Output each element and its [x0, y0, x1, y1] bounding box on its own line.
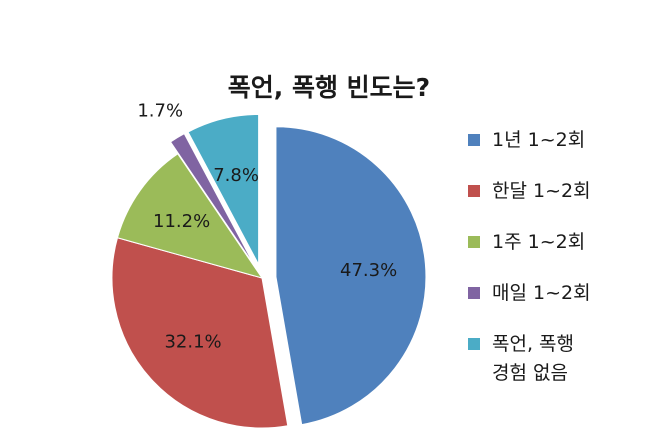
- pie-slice-5: [187, 113, 260, 265]
- legend-item-5: 폭언, 폭행 경험 없음: [468, 330, 591, 388]
- legend-label: 매일 1~2회: [492, 282, 591, 304]
- pie-data-label-4: 1.7%: [137, 100, 183, 121]
- legend-swatch: [468, 236, 480, 248]
- legend-swatch: [468, 134, 480, 146]
- pie-slice-1: [275, 126, 427, 426]
- legend-label: 1주 1~2회: [492, 231, 586, 253]
- pie-data-label-1: 47.3%: [340, 260, 397, 281]
- legend-label: 1년 1~2회: [492, 129, 586, 151]
- legend-label: 폭언, 폭행 경험 없음: [492, 333, 574, 384]
- pie-data-label-3: 11.2%: [153, 211, 210, 232]
- pie-slice-4: [169, 132, 256, 267]
- pie-data-label-2: 32.1%: [164, 331, 221, 352]
- legend-swatch: [468, 338, 480, 350]
- legend-item-3: 1주 1~2회: [468, 228, 591, 257]
- chart-title: 폭언, 폭행 빈도는?: [227, 73, 431, 102]
- legend-item-4: 매일 1~2회: [468, 279, 591, 308]
- pie-slice-3: [116, 153, 264, 279]
- legend-swatch: [468, 185, 480, 197]
- legend-item-2: 한달 1~2회: [468, 177, 591, 206]
- pie-slice-2: [111, 237, 289, 429]
- legend-item-1: 1년 1~2회: [468, 126, 591, 155]
- legend-swatch: [468, 287, 480, 299]
- legend-label: 한달 1~2회: [492, 180, 591, 202]
- pie-data-label-5: 7.8%: [213, 165, 259, 186]
